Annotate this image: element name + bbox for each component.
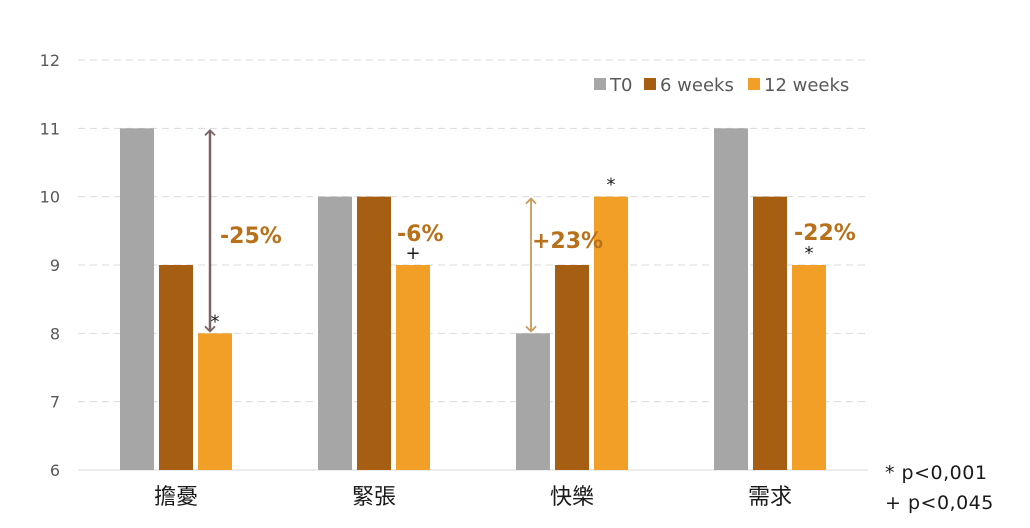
legend-label: 12 weeks: [764, 75, 849, 96]
legend: T0 6 weeks 12 weeks: [594, 75, 849, 96]
y-tick-label: 8: [50, 324, 60, 343]
bar-T0-0: [120, 128, 154, 471]
y-tick-label: 9: [50, 256, 60, 275]
bar-12-weeks-0: [198, 333, 232, 470]
x-tick-label: 擔憂: [154, 485, 198, 510]
significance-marker: +: [405, 243, 420, 264]
y-tick-label: 7: [50, 393, 60, 412]
legend-swatch: [644, 78, 656, 90]
bar-6-weeks-3: [753, 196, 787, 470]
y-tick-label: 12: [40, 51, 60, 70]
y-axis-ticks: 6 7 8 9 10 11 12: [40, 51, 60, 480]
x-axis-labels: 擔憂 緊張 快樂 需求: [154, 485, 792, 510]
legend-swatch: [594, 78, 606, 90]
bar-T0-3: [714, 128, 748, 471]
y-tick-label: 6: [50, 461, 60, 480]
footnote-significance-2: + p<0,045: [885, 492, 994, 514]
x-tick-label: 需求: [748, 485, 792, 510]
gridlines: [78, 59, 868, 471]
footnote-significance-1: * p<0,001: [885, 462, 988, 484]
legend-label: 6 weeks: [660, 75, 734, 96]
bar-6-weeks-2: [555, 265, 589, 470]
bar-12-weeks-2: [594, 196, 628, 470]
bar-12-weeks-3: [792, 265, 826, 470]
y-tick-label: 11: [40, 119, 60, 138]
percent-change-label: -22%: [794, 221, 856, 246]
legend-swatch: [748, 78, 760, 90]
annotations: -25% -6% +23% -22%*+**: [204, 129, 856, 333]
percent-change-label: -25%: [220, 224, 282, 249]
percent-change-label: +23%: [532, 229, 603, 254]
x-tick-label: 快樂: [550, 485, 594, 510]
bar-T0-2: [516, 333, 550, 470]
significance-marker: *: [607, 175, 616, 196]
bars: [120, 128, 826, 471]
x-tick-label: 緊張: [352, 485, 396, 510]
significance-marker: *: [805, 243, 814, 264]
bar-6-weeks-1: [357, 196, 391, 470]
legend-label: T0: [609, 75, 632, 96]
percent-change-label: -6%: [397, 222, 443, 247]
bar-12-weeks-1: [396, 265, 430, 470]
y-tick-label: 10: [40, 188, 60, 207]
bar-T0-1: [318, 196, 352, 470]
significance-marker: *: [211, 311, 220, 332]
bar-6-weeks-0: [159, 265, 193, 470]
